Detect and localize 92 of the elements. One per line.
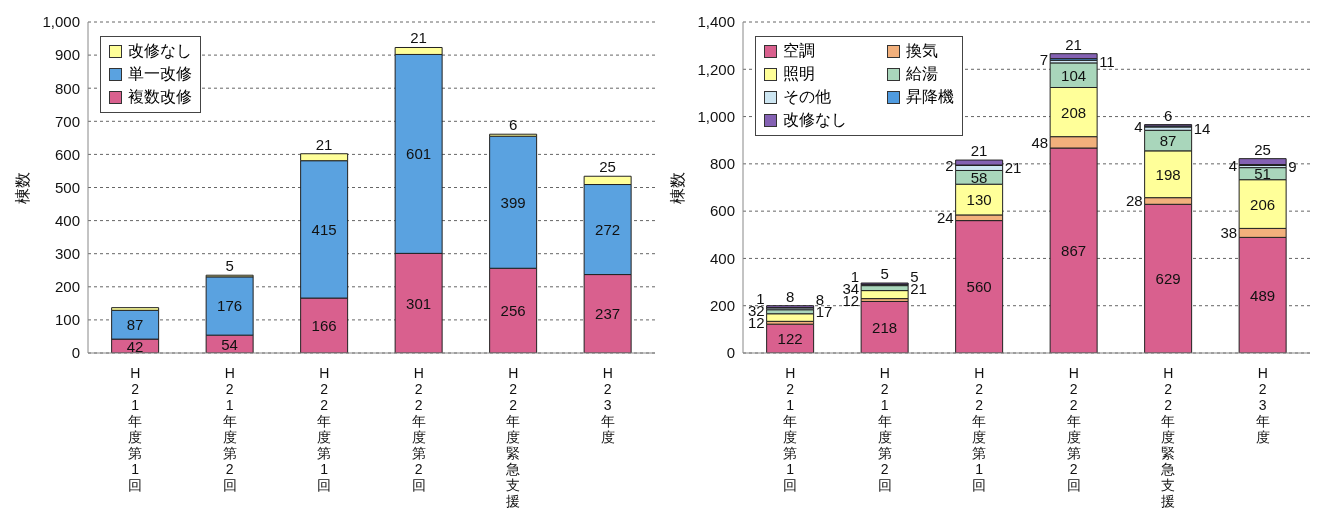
- x-tick-label: H22年度第2回: [410, 365, 427, 493]
- data-label: 198: [1155, 165, 1181, 183]
- data-label: 21: [1065, 35, 1082, 53]
- data-label: 25: [599, 158, 616, 176]
- y-axis-title: 棟数: [13, 171, 31, 204]
- data-label: 42: [126, 337, 144, 355]
- y-axis-title: 棟数: [668, 171, 686, 204]
- data-label: 122: [777, 330, 803, 348]
- data-label: 87: [126, 316, 144, 334]
- y-tick-label: 600: [54, 145, 80, 163]
- y-tick-label: 0: [726, 344, 735, 362]
- data-label: 399: [500, 193, 526, 211]
- data-label: 5: [225, 257, 234, 275]
- data-label: 5: [880, 265, 889, 283]
- data-label: 21: [970, 142, 988, 160]
- x-tick-label: H21年度第2回: [221, 365, 238, 493]
- data-label: 24: [936, 209, 954, 227]
- data-label: 208: [1061, 103, 1087, 121]
- data-label: 130: [966, 191, 992, 209]
- legend-label: 空調: [783, 41, 815, 61]
- legend-label: 改修なし: [128, 41, 192, 61]
- x-tick-label: H21年度第1回: [782, 365, 799, 493]
- y-tick-label: 600: [709, 202, 735, 220]
- legend-label: 照明: [783, 64, 815, 84]
- data-label: 272: [595, 221, 621, 239]
- data-label: 176: [217, 297, 243, 315]
- data-label: 9: [1288, 158, 1297, 176]
- data-label: 58: [970, 168, 988, 186]
- legend-label: その他: [783, 87, 831, 107]
- y-tick-label: 200: [54, 278, 80, 296]
- data-label: 28: [1125, 192, 1143, 210]
- legend-label: 換気: [906, 41, 938, 61]
- category-label: H22年度緊急支援: [1161, 365, 1176, 509]
- y-tick-label: 100: [54, 311, 80, 329]
- data-label: 206: [1250, 195, 1276, 213]
- y-tick-label: 800: [54, 79, 80, 97]
- data-label: 4: [1228, 156, 1238, 174]
- data-label: 601: [406, 145, 432, 163]
- y-tick-label: 200: [709, 297, 735, 315]
- x-tick-label: H23年度: [1254, 365, 1271, 445]
- x-tick-label: H22年度第2回: [1065, 365, 1082, 493]
- data-label: 301: [406, 294, 432, 312]
- data-label: 489: [1250, 286, 1276, 304]
- y-tick-label: 400: [54, 211, 80, 229]
- data-label: 51: [1254, 165, 1271, 183]
- data-label: 11: [1099, 53, 1115, 71]
- data-label: 25: [1254, 140, 1271, 158]
- x-tick-label: H21年度第2回: [876, 365, 893, 493]
- y-tick-label: 1,200: [697, 60, 735, 78]
- data-label: 629: [1155, 270, 1181, 288]
- y-tick-label: 1,400: [697, 13, 735, 31]
- legend-label: 単一改修: [128, 64, 192, 84]
- y-tick-label: 300: [54, 245, 80, 263]
- y-tick-label: 800: [709, 155, 735, 173]
- data-label: 8: [785, 287, 795, 305]
- y-tick-label: 0: [71, 344, 80, 362]
- legend-label: 複数改修: [128, 87, 192, 107]
- y-tick-label: 700: [54, 112, 80, 130]
- legend-label: 昇降機: [906, 87, 954, 107]
- data-label: 4: [1134, 118, 1143, 135]
- data-label: 38: [1220, 224, 1238, 242]
- data-label: 21: [1004, 159, 1022, 177]
- x-tick-label: H22年度第1回: [971, 365, 988, 493]
- data-label: 166: [311, 317, 337, 335]
- x-tick-label: H21年度第1回: [127, 365, 144, 493]
- data-label: 21: [410, 29, 427, 47]
- data-label: 2: [945, 156, 954, 174]
- data-label: 87: [1159, 132, 1177, 150]
- data-label: 21: [315, 135, 333, 153]
- data-label: 1: [850, 267, 860, 285]
- data-label: 48: [1031, 133, 1049, 151]
- x-tick-label: H23年度: [599, 365, 616, 445]
- legend-label: 改修なし: [783, 110, 847, 130]
- category-label: H22年度緊急支援: [506, 365, 521, 509]
- data-label: 218: [872, 318, 898, 336]
- y-tick-label: 1,000: [697, 107, 735, 125]
- data-label: 6: [508, 116, 518, 134]
- data-label: 560: [966, 278, 992, 296]
- data-label: 7: [1039, 50, 1049, 68]
- data-label: 237: [595, 305, 621, 323]
- x-tick-label: H22年度第1回: [316, 365, 333, 493]
- data-label: 14: [1193, 120, 1211, 138]
- data-label: 415: [311, 220, 337, 238]
- data-label: 867: [1061, 242, 1087, 260]
- y-tick-label: 400: [709, 249, 735, 267]
- y-tick-label: 1,000: [42, 13, 80, 31]
- y-tick-label: 900: [54, 46, 80, 64]
- y-tick-label: 500: [54, 178, 80, 196]
- data-label: 54: [221, 335, 238, 353]
- data-label: 104: [1061, 66, 1087, 84]
- legend-label: 給湯: [906, 64, 938, 84]
- data-label: 256: [500, 302, 526, 320]
